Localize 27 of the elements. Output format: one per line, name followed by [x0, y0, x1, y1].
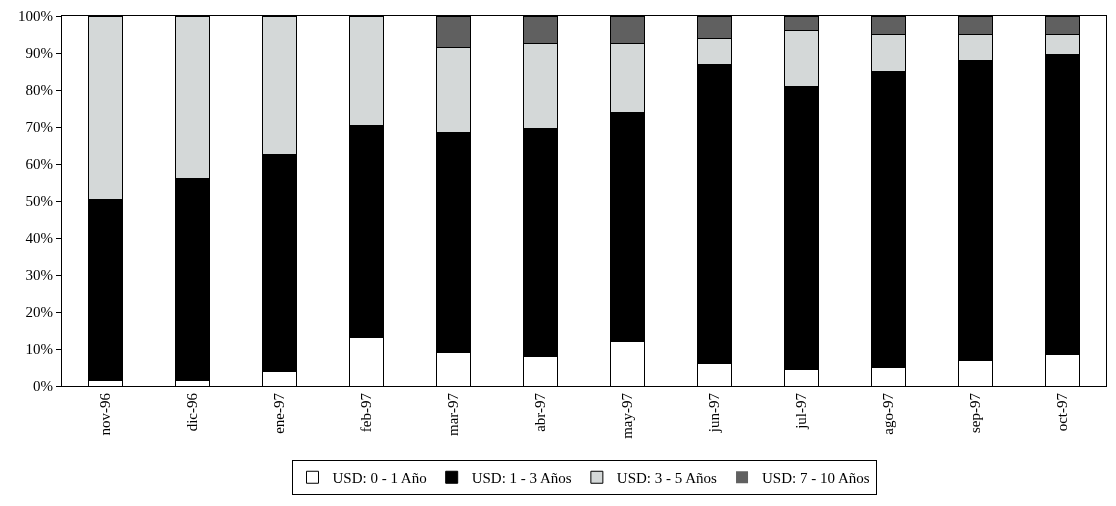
x-tick-label: ene-97: [271, 392, 288, 434]
x-tick-label: nov-96: [97, 392, 114, 436]
y-tick-label: 60%: [25, 156, 53, 173]
legend-label: USD: 0 - 1 Año: [332, 470, 427, 487]
x-tick-label: sep-97: [967, 392, 984, 433]
x-tick-label: abr-97: [532, 392, 549, 432]
y-tick-label: 80%: [25, 82, 53, 99]
x-tick-label: ago-97: [880, 392, 897, 435]
y-tick-label: 90%: [25, 45, 53, 62]
y-tick-label: 20%: [25, 304, 53, 321]
y-tick-label: 30%: [25, 267, 53, 284]
x-tick-label: mar-97: [445, 392, 462, 437]
legend-label: USD: 7 - 10 Años: [762, 470, 870, 487]
y-tick-label: 50%: [25, 193, 53, 210]
y-tick-label: 0%: [33, 378, 53, 395]
x-tick-label: oct-97: [1054, 392, 1071, 432]
legend-label: USD: 1 - 3 Años: [471, 470, 572, 487]
x-tick-label: jun-97: [706, 392, 723, 434]
y-tick-label: 40%: [25, 230, 53, 247]
y-tick-label: 70%: [25, 119, 53, 136]
x-tick-label: feb-97: [358, 392, 375, 433]
y-tick-label: 10%: [25, 341, 53, 358]
legend-label: USD: 3 - 5 Años: [616, 470, 718, 487]
x-tick-label: jul-97: [793, 392, 810, 430]
y-tick-label: 100%: [18, 8, 53, 25]
x-tick-label: dic-96: [184, 392, 201, 432]
x-tick-label: may-97: [619, 392, 636, 439]
